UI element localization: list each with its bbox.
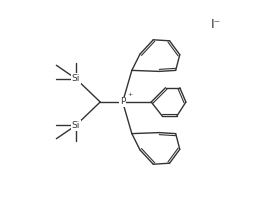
Text: Si: Si <box>72 74 80 83</box>
Text: I⁻: I⁻ <box>210 18 221 31</box>
Text: +: + <box>128 92 133 97</box>
Text: Si: Si <box>72 121 80 130</box>
Text: P: P <box>120 98 125 106</box>
